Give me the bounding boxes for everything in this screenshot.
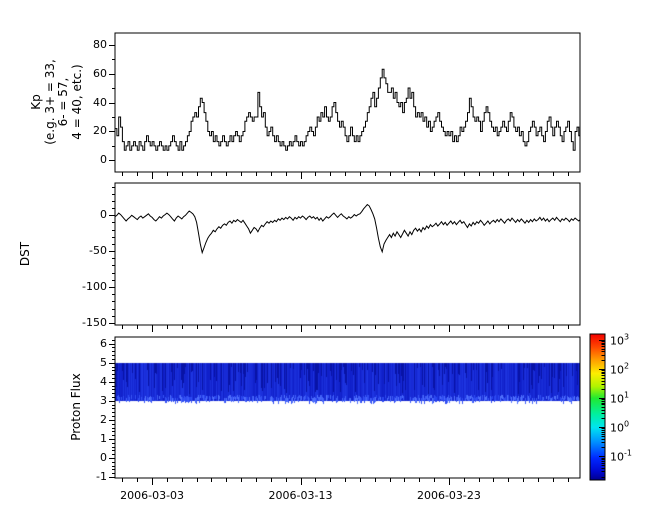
- kp-data-line: [115, 68, 580, 151]
- dst-data-line: [115, 203, 580, 255]
- proton_flux-panel-frame: [114, 336, 581, 479]
- proton-flux-heatmap: [115, 337, 580, 478]
- kp-axis-label-line1: Kp: [29, 94, 43, 110]
- proton_flux-y-tick-label: 5: [100, 355, 107, 369]
- kp-axis-label-line4: 4 = 40, etc.): [69, 64, 84, 140]
- dst-y-tick-label: -100: [82, 279, 107, 293]
- dst-axis-label: DST: [18, 241, 32, 267]
- kp-y-tick-label: 40: [93, 95, 107, 109]
- kp-y-tick-label: 60: [93, 66, 107, 80]
- kp-y-tick-label: 80: [93, 37, 107, 51]
- proton_flux-y-tick-label: 4: [100, 374, 107, 388]
- x-tick-label: 2006-03-23: [416, 489, 481, 502]
- colorbar-tick-label: 100: [610, 419, 630, 435]
- proton_flux-y-tick-label: 2: [100, 412, 107, 426]
- kp-axis-label-line2: (e.g. 3+ = 33,: [42, 59, 57, 145]
- colorbar-tick-label: 103: [610, 332, 630, 348]
- proton_flux-y-tick-label: 1: [100, 431, 107, 445]
- kp-axis-label-line3: 6- = 57,: [56, 77, 70, 127]
- colorbar-tick-label: 10-1: [610, 448, 632, 464]
- kp-panel-frame: [114, 32, 581, 173]
- colorbar-gradient: [590, 334, 605, 480]
- proton_flux-y-tick-label: -1: [96, 470, 107, 484]
- x-tick-label: 2006-03-03: [120, 489, 185, 502]
- x-tick-label: 2006-03-13: [268, 489, 333, 502]
- proton_flux-y-tick-label: 0: [100, 450, 107, 464]
- colorbar-tick-label: 101: [610, 390, 630, 406]
- kp-y-tick-label: 20: [93, 124, 107, 138]
- dst-y-tick-label: -150: [82, 315, 107, 329]
- dst-y-tick-label: -50: [89, 244, 107, 258]
- kp-axis-label: Kp (e.g. 3+ = 33, 6- = 57, 4 = 40, etc.): [29, 59, 84, 145]
- proton_flux-y-tick-label: 6: [100, 336, 107, 350]
- kp-y-tick-label: 0: [100, 153, 107, 167]
- proton-flux-axis-label: Proton Flux: [69, 373, 83, 441]
- colorbar-tick-label: 102: [610, 361, 630, 377]
- dst-y-tick-label: 0: [100, 208, 107, 222]
- proton_flux-y-tick-label: 3: [100, 393, 107, 407]
- dst-panel-frame: [114, 182, 581, 326]
